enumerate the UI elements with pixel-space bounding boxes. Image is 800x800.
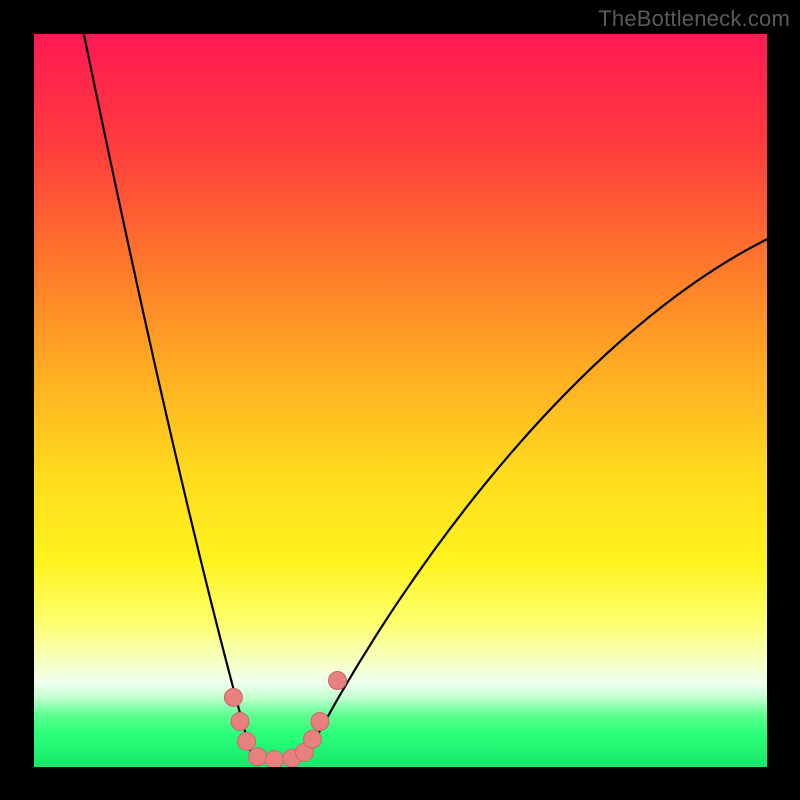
marker-dot [311,713,329,731]
marker-dot [249,748,267,766]
marker-dot [265,751,283,767]
marker-dot [304,730,322,748]
chart-frame: TheBottleneck.com [0,0,800,800]
marker-dot [231,713,249,731]
marker-dot [224,688,242,706]
marker-dot [238,732,256,750]
watermark-text: TheBottleneck.com [598,6,790,32]
plot-area [34,34,767,767]
marker-dot [328,672,346,690]
gradient-background [34,34,767,767]
